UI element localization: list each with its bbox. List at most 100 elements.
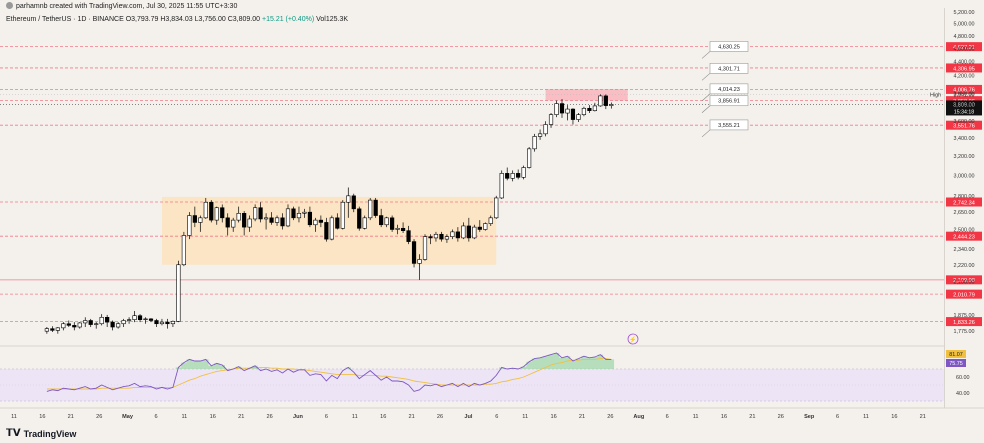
candle-body — [532, 136, 537, 150]
candle-body — [302, 211, 307, 214]
x-tick-label: 16 — [380, 414, 386, 420]
candle-body — [576, 114, 581, 120]
x-tick-label: Aug — [633, 414, 644, 420]
callout-pointer — [701, 51, 711, 59]
candle-body — [384, 217, 389, 226]
ohlc-legend: Ethereum / TetherUS · 1D · BINANCE O3,79… — [6, 16, 348, 23]
callout-pointer — [701, 93, 711, 102]
y-tick-label: 2,220.00 — [954, 263, 975, 269]
price-tag — [946, 275, 982, 285]
candle-body — [209, 201, 214, 221]
price-tag — [946, 289, 982, 299]
price-callout-box — [709, 41, 749, 52]
candle-body — [44, 328, 49, 332]
price-tag-label: 4,006.76 — [953, 88, 975, 94]
candle-body — [318, 219, 323, 223]
candle-body — [83, 320, 88, 324]
x-tick-label: 26 — [266, 414, 272, 420]
callout-pointer — [701, 73, 711, 81]
current-price-label: 3,809.00 — [953, 102, 975, 108]
x-tick-label: 6 — [154, 414, 157, 420]
y-tick-label: 4,400.00 — [954, 60, 975, 66]
y-tick-label: 4,600.00 — [954, 46, 975, 52]
candle-body — [505, 173, 510, 179]
lightning-glyph: ⚡ — [629, 336, 636, 344]
high-marker-label: High — [930, 92, 941, 98]
countdown-label: 15:34:18 — [954, 109, 974, 115]
volume-value: Vol125.3K — [316, 16, 349, 23]
candle-body — [66, 323, 71, 326]
candle-body — [214, 207, 219, 221]
price-callout-label: 3,856.91 — [718, 99, 740, 105]
candle-body — [143, 318, 148, 320]
rsi-tick-label: 40.00 — [956, 391, 970, 397]
candle-body — [340, 201, 345, 229]
price-tag — [946, 231, 982, 241]
candle-body — [220, 207, 225, 219]
y-tick-label: 1,875.00 — [954, 313, 975, 319]
x-tick-label: 6 — [666, 414, 669, 420]
callout-pointer — [701, 105, 711, 113]
candle-body — [263, 217, 269, 220]
candle-body — [587, 107, 592, 111]
candle-body — [137, 315, 143, 320]
x-tick-label: 21 — [238, 414, 244, 420]
candle-body — [313, 219, 318, 226]
candle-body — [280, 217, 285, 227]
x-tick-label: 21 — [408, 414, 414, 420]
candle-body — [510, 173, 515, 179]
x-tick-label: 16 — [210, 414, 216, 420]
candle-body — [72, 325, 77, 328]
x-tick-label: 16 — [550, 414, 556, 420]
candle-body — [570, 108, 576, 120]
y-tick-label: 3,000.00 — [954, 173, 975, 179]
candle-body — [609, 104, 614, 106]
y-tick-label: 2,340.00 — [954, 247, 975, 253]
candle-body — [455, 231, 460, 239]
candle-body — [395, 227, 400, 230]
price-tag-label: 2,010.79 — [953, 292, 975, 298]
price-tag-label: 4,306.95 — [953, 66, 975, 72]
candle-body — [116, 323, 121, 328]
candle-body — [444, 236, 450, 240]
footer-brand[interactable]: 𝗧𝗩 TradingView — [6, 428, 76, 439]
candle-body — [494, 197, 499, 219]
candle-body — [559, 103, 565, 114]
symbol-label[interactable]: Ethereum / TetherUS · 1D · BINANCE — [6, 16, 124, 23]
x-tick-label: 21 — [579, 414, 585, 420]
candle-body — [379, 215, 384, 226]
x-tick-label: 6 — [836, 414, 839, 420]
candle-body — [132, 315, 137, 320]
candle-body — [362, 217, 367, 229]
candle-body — [499, 173, 504, 199]
change-value: +15.21 (+0.40%) — [262, 16, 315, 23]
x-tick-label: 11 — [693, 414, 699, 420]
candle-body — [368, 199, 373, 219]
y-tick-label: 2,800.00 — [954, 194, 975, 200]
price-tag — [946, 42, 982, 52]
x-tick-label: 11 — [11, 414, 17, 420]
brand-name: TradingView — [23, 428, 77, 439]
candle-body — [274, 217, 280, 223]
candle-body — [159, 321, 165, 325]
x-tick-label: 11 — [352, 414, 358, 420]
candle-body — [411, 241, 417, 264]
rsi-ma-tag-label: 81.07 — [949, 352, 963, 358]
candle-body — [527, 148, 532, 168]
x-tick-label: 26 — [437, 414, 443, 420]
candle-body — [390, 217, 395, 230]
x-tick-label: Jul — [464, 414, 473, 420]
candle-body — [537, 133, 543, 137]
candle-body — [477, 226, 482, 230]
price-tag-label: 4,627.21 — [953, 45, 975, 51]
candle-body — [488, 217, 493, 224]
candle-body — [406, 230, 411, 242]
candle-body — [285, 208, 291, 227]
candle-body — [543, 124, 548, 135]
candle-body — [422, 236, 428, 260]
candle-body — [324, 222, 329, 240]
x-tick-label: 11 — [863, 414, 869, 420]
price-tag — [946, 120, 982, 130]
y-tick-label: 3,600.00 — [954, 119, 975, 125]
